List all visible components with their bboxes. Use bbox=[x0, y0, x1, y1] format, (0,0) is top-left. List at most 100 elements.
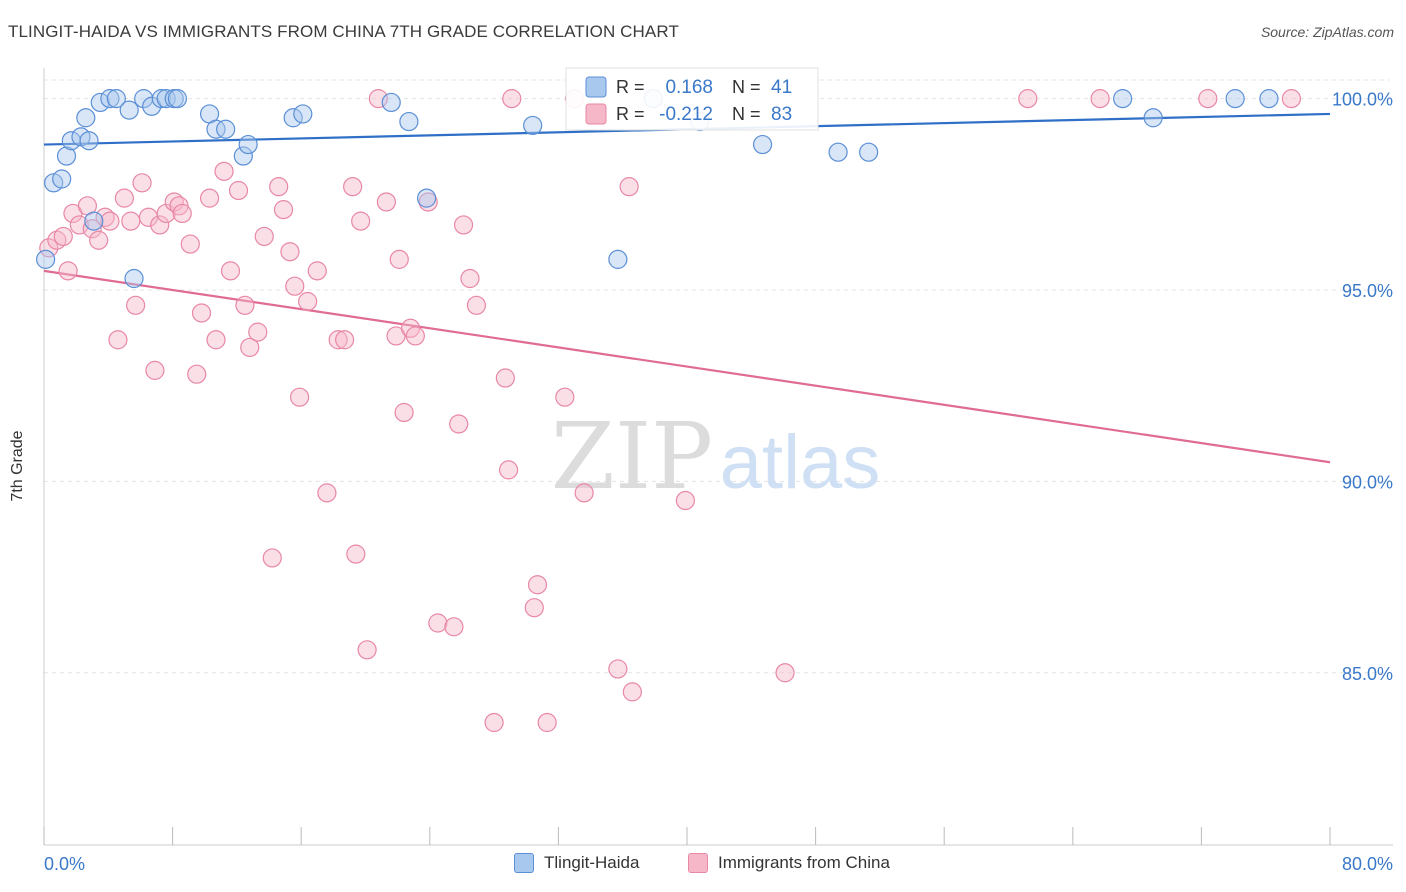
tlingit-point-27[interactable] bbox=[399, 111, 419, 132]
china-point-15[interactable] bbox=[132, 173, 152, 193]
china-point-77[interactable] bbox=[675, 490, 695, 511]
tlingit-point-22[interactable] bbox=[233, 146, 253, 166]
china-point-75[interactable] bbox=[619, 177, 639, 197]
china-point-34[interactable] bbox=[254, 226, 274, 247]
china-point-17[interactable] bbox=[145, 360, 165, 380]
tlingit-point-7[interactable] bbox=[84, 211, 104, 231]
china-point-80[interactable] bbox=[1090, 89, 1110, 109]
china-point-26[interactable] bbox=[199, 188, 220, 208]
china-point-73[interactable] bbox=[574, 483, 594, 503]
china-point-13[interactable] bbox=[121, 211, 141, 231]
tlingit-point-8[interactable] bbox=[90, 92, 110, 113]
china-point-65[interactable] bbox=[495, 368, 515, 388]
china-point-66[interactable] bbox=[498, 460, 519, 480]
china-point-27[interactable] bbox=[206, 330, 226, 350]
china-point-12[interactable] bbox=[114, 188, 134, 208]
tlingit-point-24[interactable] bbox=[283, 108, 303, 128]
china-point-63[interactable] bbox=[466, 295, 487, 315]
tlingit-point-1[interactable] bbox=[52, 169, 72, 189]
tlingit-point-29[interactable] bbox=[523, 115, 543, 136]
china-point-14[interactable] bbox=[126, 295, 146, 315]
tlingit-point-21[interactable] bbox=[216, 119, 236, 139]
china-point-18[interactable] bbox=[150, 215, 170, 235]
tlingit-point-2[interactable] bbox=[56, 146, 77, 166]
china-point-45[interactable] bbox=[335, 330, 355, 350]
bottom-legend-item-immigrants-from-china[interactable]: Immigrants from China bbox=[688, 853, 890, 873]
china-point-38[interactable] bbox=[280, 242, 300, 262]
china-point-62[interactable] bbox=[460, 268, 480, 289]
tlingit-point-36[interactable] bbox=[1113, 89, 1133, 109]
china-point-50[interactable] bbox=[368, 89, 388, 109]
china-point-37[interactable] bbox=[273, 200, 294, 220]
china-point-70[interactable] bbox=[537, 712, 557, 733]
china-point-42[interactable] bbox=[307, 261, 327, 281]
china-point-79[interactable] bbox=[1018, 89, 1038, 109]
china-point-39[interactable] bbox=[285, 276, 305, 296]
china-point-31[interactable] bbox=[235, 295, 255, 315]
tlingit-point-40[interactable] bbox=[36, 249, 56, 269]
china-point-78[interactable] bbox=[775, 663, 795, 683]
china-point-41[interactable] bbox=[298, 291, 318, 312]
china-point-46[interactable] bbox=[343, 177, 363, 197]
china-point-69[interactable] bbox=[527, 575, 548, 595]
china-point-8[interactable] bbox=[89, 230, 109, 250]
china-point-35[interactable] bbox=[262, 548, 282, 568]
china-point-40[interactable] bbox=[289, 387, 310, 407]
china-point-49[interactable] bbox=[357, 640, 377, 660]
china-point-36[interactable] bbox=[269, 177, 289, 197]
china-point-58[interactable] bbox=[428, 613, 448, 633]
china-point-0[interactable] bbox=[39, 238, 59, 258]
china-point-47[interactable] bbox=[346, 544, 366, 564]
tlingit-point-20[interactable] bbox=[206, 119, 226, 139]
china-point-48[interactable] bbox=[351, 211, 371, 231]
china-point-76[interactable] bbox=[622, 682, 642, 702]
tlingit-point-6[interactable] bbox=[79, 131, 99, 151]
china-point-5[interactable] bbox=[69, 215, 89, 235]
china-point-54[interactable] bbox=[394, 402, 414, 423]
china-point-2[interactable] bbox=[53, 226, 73, 247]
china-point-24[interactable] bbox=[187, 364, 207, 384]
china-point-71[interactable] bbox=[555, 387, 575, 407]
tlingit-point-9[interactable] bbox=[100, 89, 120, 109]
china-point-53[interactable] bbox=[389, 249, 409, 269]
china-point-64[interactable] bbox=[484, 712, 504, 733]
china-point-33[interactable] bbox=[248, 322, 268, 342]
tlingit-point-39[interactable] bbox=[1259, 89, 1279, 109]
china-point-22[interactable] bbox=[172, 203, 192, 224]
china-point-3[interactable] bbox=[58, 261, 78, 281]
china-point-56[interactable] bbox=[405, 326, 425, 346]
tlingit-point-25[interactable] bbox=[293, 104, 313, 124]
china-point-43[interactable] bbox=[317, 483, 337, 503]
tlingit-point-26[interactable] bbox=[381, 92, 401, 113]
china-point-7[interactable] bbox=[82, 219, 102, 239]
tlingit-point-12[interactable] bbox=[124, 268, 144, 289]
tlingit-point-5[interactable] bbox=[76, 108, 96, 128]
china-point-32[interactable] bbox=[240, 337, 260, 358]
china-point-44[interactable] bbox=[328, 330, 348, 350]
tlingit-point-38[interactable] bbox=[1225, 89, 1245, 109]
china-point-51[interactable] bbox=[376, 192, 396, 212]
china-point-29[interactable] bbox=[220, 261, 241, 281]
tlingit-point-37[interactable] bbox=[1143, 108, 1163, 128]
china-point-61[interactable] bbox=[453, 215, 474, 235]
tlingit-point-10[interactable] bbox=[106, 89, 126, 109]
tlingit-point-33[interactable] bbox=[752, 134, 773, 155]
china-point-10[interactable] bbox=[100, 211, 120, 231]
tlingit-point-35[interactable] bbox=[859, 142, 879, 162]
china-point-59[interactable] bbox=[444, 617, 464, 637]
tlingit-point-28[interactable] bbox=[416, 188, 437, 208]
china-point-60[interactable] bbox=[449, 414, 469, 434]
china-point-30[interactable] bbox=[228, 180, 249, 201]
china-point-11[interactable] bbox=[108, 330, 128, 350]
china-point-28[interactable] bbox=[214, 161, 234, 181]
tlingit-point-34[interactable] bbox=[828, 142, 848, 162]
tlingit-point-23[interactable] bbox=[238, 134, 258, 155]
china-point-67[interactable] bbox=[502, 89, 522, 109]
china-point-74[interactable] bbox=[608, 659, 628, 679]
tlingit-point-18[interactable] bbox=[167, 89, 188, 109]
tlingit-point-16[interactable] bbox=[156, 89, 176, 109]
china-point-81[interactable] bbox=[1198, 89, 1218, 109]
bottom-legend-item-tlingit-haida[interactable]: Tlingit-Haida bbox=[514, 853, 639, 873]
china-point-25[interactable] bbox=[191, 303, 212, 323]
tlingit-point-11[interactable] bbox=[119, 100, 139, 120]
